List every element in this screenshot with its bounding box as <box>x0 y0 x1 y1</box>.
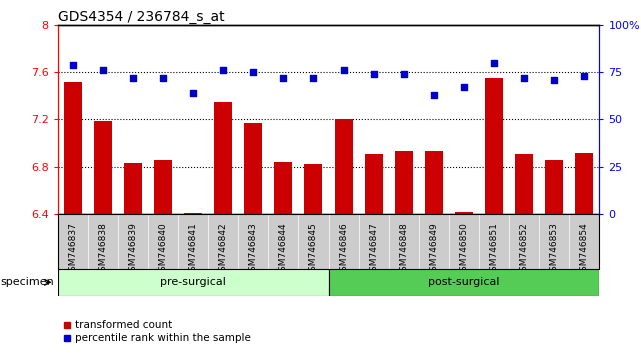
Text: GSM746839: GSM746839 <box>128 222 137 277</box>
Text: GSM746841: GSM746841 <box>188 222 197 277</box>
Text: GSM746843: GSM746843 <box>249 222 258 277</box>
Text: GSM746838: GSM746838 <box>98 222 107 277</box>
Point <box>429 92 439 98</box>
Text: GSM746837: GSM746837 <box>68 222 77 277</box>
Point <box>579 73 590 79</box>
Bar <box>335 119 353 354</box>
Point <box>369 71 379 77</box>
Bar <box>365 154 383 354</box>
Point <box>489 60 499 65</box>
Text: pre-surgical: pre-surgical <box>160 277 226 287</box>
Bar <box>124 163 142 354</box>
Point <box>549 77 560 82</box>
Point <box>308 75 319 81</box>
Bar <box>63 81 82 354</box>
Bar <box>304 165 322 354</box>
Text: GSM746850: GSM746850 <box>460 222 469 277</box>
Text: specimen: specimen <box>1 277 54 287</box>
Bar <box>395 152 413 354</box>
Bar <box>545 160 563 354</box>
Point <box>218 67 228 73</box>
Bar <box>184 213 202 354</box>
Bar <box>154 160 172 354</box>
Text: GSM746853: GSM746853 <box>550 222 559 277</box>
Text: GSM746840: GSM746840 <box>158 222 167 277</box>
Text: GSM746842: GSM746842 <box>219 222 228 277</box>
Bar <box>274 162 292 354</box>
Bar <box>485 78 503 354</box>
Bar <box>244 123 262 354</box>
Text: post-surgical: post-surgical <box>428 277 500 287</box>
Bar <box>58 269 328 296</box>
Point <box>459 85 469 90</box>
Point <box>97 67 108 73</box>
Point <box>67 62 78 67</box>
Text: GDS4354 / 236784_s_at: GDS4354 / 236784_s_at <box>58 10 224 24</box>
Bar <box>214 102 232 354</box>
Text: GSM746851: GSM746851 <box>490 222 499 277</box>
Point <box>338 67 349 73</box>
Bar <box>515 154 533 354</box>
Point <box>399 71 409 77</box>
Point <box>519 75 529 81</box>
Text: GSM746847: GSM746847 <box>369 222 378 277</box>
Text: GSM746848: GSM746848 <box>399 222 408 277</box>
Point <box>158 75 168 81</box>
Text: GSM746854: GSM746854 <box>580 222 589 277</box>
Point <box>248 69 258 75</box>
Text: GSM746846: GSM746846 <box>339 222 348 277</box>
Bar <box>425 152 443 354</box>
Legend: transformed count, percentile rank within the sample: transformed count, percentile rank withi… <box>63 320 251 343</box>
Text: GSM746844: GSM746844 <box>279 222 288 277</box>
Bar <box>575 153 594 354</box>
Point <box>278 75 288 81</box>
Bar <box>94 121 112 354</box>
Bar <box>328 269 599 296</box>
Point <box>128 75 138 81</box>
Point <box>188 90 198 96</box>
Text: GSM746852: GSM746852 <box>520 222 529 277</box>
Bar <box>455 212 473 354</box>
Text: GSM746849: GSM746849 <box>429 222 438 277</box>
Text: GSM746845: GSM746845 <box>309 222 318 277</box>
